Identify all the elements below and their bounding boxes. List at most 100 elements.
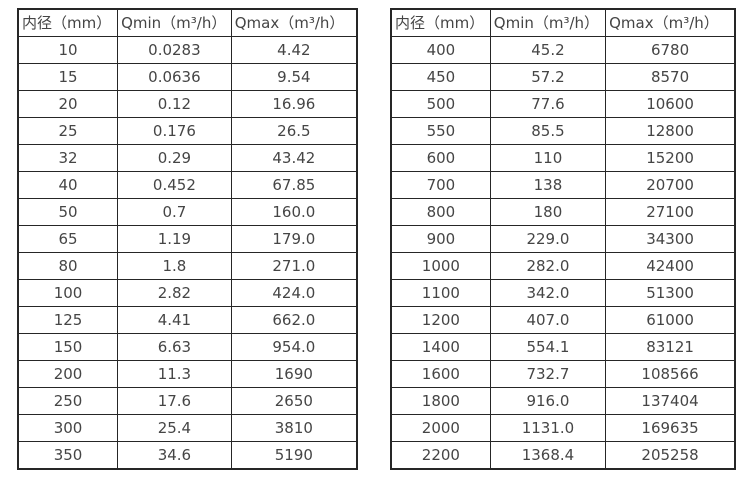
table-cell: 8570 bbox=[605, 63, 736, 91]
table-row: 550 85.5 12800 bbox=[390, 117, 736, 145]
table-cell: 10600 bbox=[605, 90, 736, 118]
table-cell: 34.6 bbox=[117, 441, 232, 470]
table-cell: 0.0283 bbox=[117, 36, 232, 64]
column-header: Qmax（m³/h） bbox=[230, 8, 358, 37]
table-cell: 34300 bbox=[605, 225, 736, 253]
table-cell: 5190 bbox=[230, 441, 358, 470]
table-cell: 954.0 bbox=[230, 333, 358, 361]
table-cell: 179.0 bbox=[230, 225, 358, 253]
table-cell: 205258 bbox=[605, 441, 736, 470]
table-row: 1200 407.0 61000 bbox=[390, 306, 736, 334]
table-cell: 900 bbox=[390, 225, 491, 253]
table-row: 15 0.0636 9.54 bbox=[17, 63, 358, 91]
table-cell: 342.0 bbox=[489, 279, 607, 307]
table-cell: 83121 bbox=[605, 333, 736, 361]
table-row: 1400 554.1 83121 bbox=[390, 333, 736, 361]
table-cell: 51300 bbox=[605, 279, 736, 307]
column-header: 内径（mm） bbox=[390, 8, 491, 37]
table-cell: 1600 bbox=[390, 360, 491, 388]
table-cell: 3810 bbox=[230, 414, 358, 442]
table-cell: 2000 bbox=[390, 414, 491, 442]
table-cell: 916.0 bbox=[489, 387, 607, 415]
table-cell: 50 bbox=[17, 198, 119, 226]
table-cell: 40 bbox=[17, 171, 119, 199]
column-header: 内径（mm） bbox=[17, 8, 119, 37]
table-cell: 12800 bbox=[605, 117, 736, 145]
table-row: 700 138 20700 bbox=[390, 171, 736, 199]
table-cell: 108566 bbox=[605, 360, 736, 388]
table-cell: 138 bbox=[489, 171, 607, 199]
table-cell: 20700 bbox=[605, 171, 736, 199]
spec-tables-container: 内径（mm） Qmin（m³/h） Qmax（m³/h） 10 0.0283 4.42 15… bbox=[17, 8, 736, 470]
table-cell: 554.1 bbox=[489, 333, 607, 361]
table-cell: 0.452 bbox=[117, 171, 232, 199]
table-row: 125 4.41 662.0 bbox=[17, 306, 358, 334]
table-row: 100 2.82 424.0 bbox=[17, 279, 358, 307]
table-cell: 550 bbox=[390, 117, 491, 145]
column-header: Qmin（m³/h） bbox=[117, 8, 232, 37]
table-row: 80 1.8 271.0 bbox=[17, 252, 358, 280]
table-cell: 85.5 bbox=[489, 117, 607, 145]
table-cell: 27100 bbox=[605, 198, 736, 226]
table-cell: 6.63 bbox=[117, 333, 232, 361]
table-row: 65 1.19 179.0 bbox=[17, 225, 358, 253]
flow-rate-table-large-diameters: 内径（mm） Qmin（m³/h） Qmax（m³/h） 400 45.2 6780 450… bbox=[390, 8, 736, 470]
table-cell: 2.82 bbox=[117, 279, 232, 307]
table-cell: 65 bbox=[17, 225, 119, 253]
table-cell: 1.8 bbox=[117, 252, 232, 280]
table-cell: 150 bbox=[17, 333, 119, 361]
table-cell: 11.3 bbox=[117, 360, 232, 388]
table-cell: 1.19 bbox=[117, 225, 232, 253]
table-row: 600 110 15200 bbox=[390, 144, 736, 172]
table-cell: 9.54 bbox=[230, 63, 358, 91]
table-row: 20 0.12 16.96 bbox=[17, 90, 358, 118]
table-cell: 10 bbox=[17, 36, 119, 64]
table-cell: 45.2 bbox=[489, 36, 607, 64]
table-row: 1000 282.0 42400 bbox=[390, 252, 736, 280]
table-cell: 0.7 bbox=[117, 198, 232, 226]
table-row: 25 0.176 26.5 bbox=[17, 117, 358, 145]
table-cell: 17.6 bbox=[117, 387, 232, 415]
table-cell: 400 bbox=[390, 36, 491, 64]
table-cell: 25.4 bbox=[117, 414, 232, 442]
table-cell: 1200 bbox=[390, 306, 491, 334]
table-cell: 2650 bbox=[230, 387, 358, 415]
table-cell: 0.12 bbox=[117, 90, 232, 118]
table-row: 40 0.452 67.85 bbox=[17, 171, 358, 199]
table-row: 150 6.63 954.0 bbox=[17, 333, 358, 361]
table-row: 400 45.2 6780 bbox=[390, 36, 736, 64]
table-row: 1800 916.0 137404 bbox=[390, 387, 736, 415]
flow-rate-table-small-diameters: 内径（mm） Qmin（m³/h） Qmax（m³/h） 10 0.0283 4.42 15… bbox=[17, 8, 358, 470]
table-cell: 0.29 bbox=[117, 144, 232, 172]
table-cell: 200 bbox=[17, 360, 119, 388]
table-cell: 1100 bbox=[390, 279, 491, 307]
table-cell: 4.42 bbox=[230, 36, 358, 64]
table-cell: 450 bbox=[390, 63, 491, 91]
table-cell: 100 bbox=[17, 279, 119, 307]
table-cell: 20 bbox=[17, 90, 119, 118]
table-cell: 350 bbox=[17, 441, 119, 470]
table-cell: 169635 bbox=[605, 414, 736, 442]
table-row: 350 34.6 5190 bbox=[17, 441, 358, 470]
table-cell: 16.96 bbox=[230, 90, 358, 118]
table-cell: 500 bbox=[390, 90, 491, 118]
table-cell: 77.6 bbox=[489, 90, 607, 118]
header-row: 内径（mm） Qmin（m³/h） Qmax（m³/h） bbox=[17, 8, 358, 37]
table-cell: 15 bbox=[17, 63, 119, 91]
table-cell: 61000 bbox=[605, 306, 736, 334]
table-cell: 2200 bbox=[390, 441, 491, 470]
table-cell: 15200 bbox=[605, 144, 736, 172]
table-row: 10 0.0283 4.42 bbox=[17, 36, 358, 64]
table-cell: 1000 bbox=[390, 252, 491, 280]
table-cell: 407.0 bbox=[489, 306, 607, 334]
table-cell: 25 bbox=[17, 117, 119, 145]
table-cell: 271.0 bbox=[230, 252, 358, 280]
table-row: 800 180 27100 bbox=[390, 198, 736, 226]
table-cell: 1400 bbox=[390, 333, 491, 361]
table-cell: 67.85 bbox=[230, 171, 358, 199]
table-cell: 700 bbox=[390, 171, 491, 199]
table-cell: 180 bbox=[489, 198, 607, 226]
table-row: 2000 1131.0 169635 bbox=[390, 414, 736, 442]
table-cell: 42400 bbox=[605, 252, 736, 280]
table-cell: 229.0 bbox=[489, 225, 607, 253]
